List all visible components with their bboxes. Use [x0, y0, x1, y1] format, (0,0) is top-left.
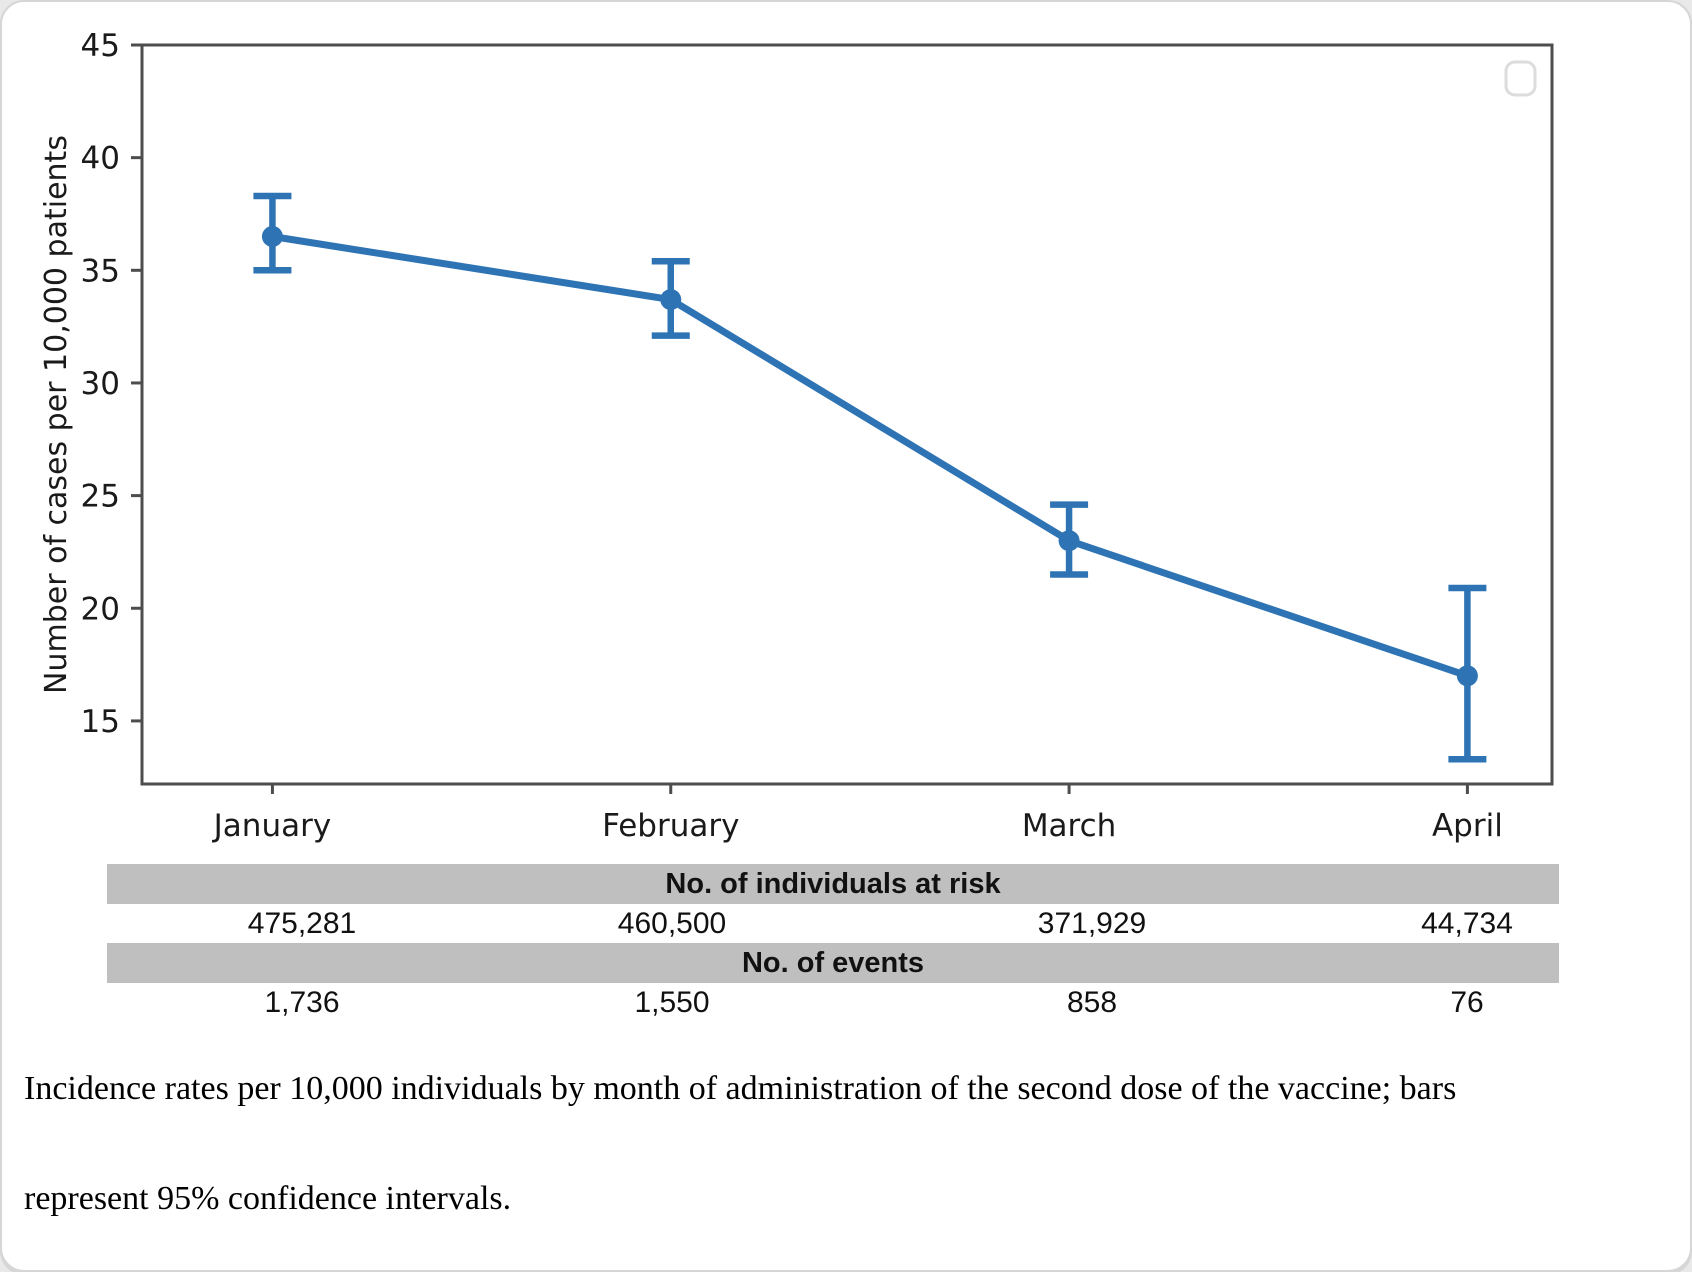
data-point-marker [261, 226, 283, 248]
table-cell: 371,929 [1037, 907, 1147, 940]
table-cell: 44,734 [1421, 907, 1513, 940]
table-row-individuals-at-risk: 475,281 460,500 371,929 44,734 [107, 904, 1559, 943]
table-header-individuals-at-risk: No. of individuals at risk [107, 864, 1559, 904]
table-cell: 76 [1450, 986, 1484, 1019]
table-cell: 475,281 [247, 907, 357, 940]
figure-caption-line-1: Incidence rates per 10,000 individuals b… [24, 1070, 1457, 1107]
table-cell: 858 [1066, 986, 1118, 1019]
x-tick-label: January [212, 808, 332, 844]
data-line [268, 233, 1471, 680]
table-cell: 1,736 [264, 986, 340, 1019]
table-cell: 1,550 [634, 986, 710, 1019]
y-tick-label: 20 [81, 591, 120, 627]
data-point-marker [1058, 530, 1080, 552]
data-point-marker [660, 289, 682, 311]
y-tick-label: 35 [81, 253, 120, 289]
x-tick-label: April [1432, 808, 1503, 844]
figure-caption-line-2: represent 95% confidence intervals. [24, 1180, 512, 1217]
y-tick-label: 25 [81, 479, 120, 515]
data-point-marker [1456, 665, 1478, 687]
table-header-label: No. of events [741, 947, 925, 979]
legend-box [1504, 60, 1537, 97]
x-tick-label: February [602, 808, 739, 844]
table-cell: 460,500 [617, 907, 727, 940]
y-tick-label: 40 [81, 141, 120, 177]
y-tick-label: 45 [81, 28, 120, 64]
y-tick-label: 15 [81, 704, 120, 740]
incidence-chart: 15 20 25 30 35 40 45 January February March April N… [2, 2, 1690, 852]
table-row-events: 1,736 1,550 858 76 [107, 983, 1559, 1022]
y-axis-title: Number of cases per 10,000 patients [39, 135, 74, 694]
table-header-events: No. of events [107, 943, 1559, 983]
y-tick-label: 30 [81, 366, 120, 402]
x-tick-label: March [1022, 808, 1117, 844]
chart-canvas: 15 20 25 30 35 40 45 January February March April N… [39, 28, 1554, 844]
table-header-label: No. of individuals at risk [665, 868, 1001, 900]
plot-frame [140, 43, 1554, 786]
